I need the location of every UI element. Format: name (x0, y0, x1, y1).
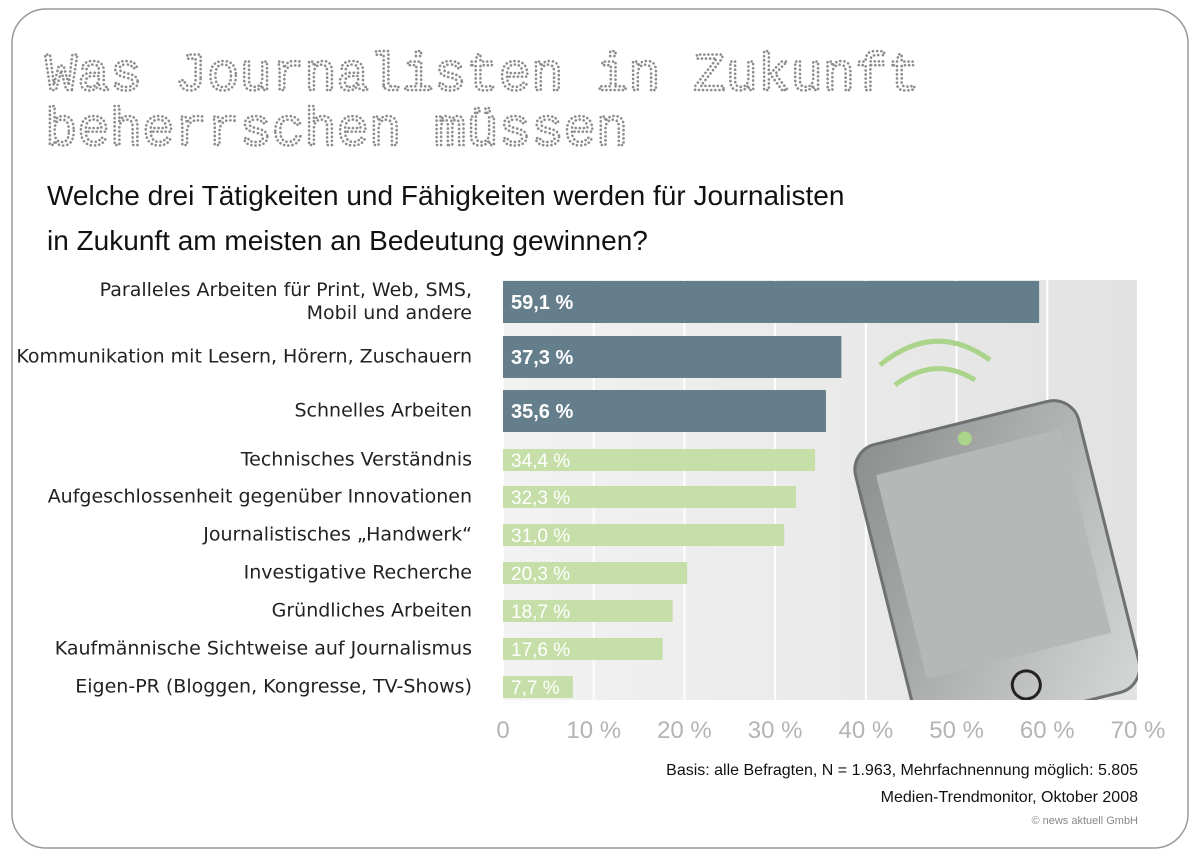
x-tick-label: 20 % (657, 717, 712, 744)
category-label: Journalistisches „Handwerk“ (203, 523, 472, 546)
note: Basis: alle Befragten, N = 1.963, Mehrfa… (666, 762, 1138, 779)
bar (503, 638, 663, 660)
bar (503, 524, 785, 546)
category-label: Paralleles Arbeiten für Print, Web, SMS,… (99, 279, 472, 324)
phone-illustration (853, 338, 1138, 700)
x-tick-label: 0 (496, 717, 509, 744)
bar (503, 486, 797, 508)
category-label: Kommunikation mit Lesern, Hörern, Zuscha… (16, 345, 472, 368)
note: Medien-Trendmonitor, Oktober 2008 (881, 789, 1138, 806)
value-label: 31,0 % (511, 526, 570, 547)
subtitle: Welche drei Tätigkeiten und Fähigkeiten … (47, 180, 844, 211)
chart-title: Was Journalisten in Zukunft (45, 46, 920, 107)
bar (503, 336, 842, 378)
x-tick-label: 70 % (1111, 717, 1166, 744)
category-label: Kaufmännische Sichtweise auf Journalismu… (54, 637, 472, 660)
value-label: 32,3 % (511, 488, 570, 509)
bar (503, 600, 673, 622)
chart-title: beherrschen müssen (45, 101, 628, 162)
value-label: 59,1 % (511, 292, 573, 314)
category-label: Eigen-PR (Bloggen, Kongresse, TV-Shows) (75, 675, 472, 698)
x-tick-label: 10 % (566, 717, 621, 744)
value-label: 34,4 % (511, 451, 570, 472)
subtitle: in Zukunft am meisten an Bedeutung gewin… (47, 225, 648, 256)
value-label: 17,6 % (511, 640, 570, 661)
value-label: 20,3 % (511, 564, 570, 585)
copyright: © news aktuell GmbH (1031, 815, 1138, 827)
bar (503, 449, 816, 471)
x-tick-label: 50 % (929, 717, 984, 744)
category-label: Investigative Recherche (243, 561, 472, 584)
bar (503, 390, 826, 432)
value-label: 18,7 % (511, 602, 570, 623)
category-label: Schnelles Arbeiten (294, 399, 473, 422)
bar (503, 676, 573, 698)
x-tick-label: 60 % (1020, 717, 1075, 744)
value-label: 37,3 % (511, 347, 573, 369)
category-label: Technisches Verständnis (240, 448, 472, 471)
category-label: Gründliches Arbeiten (271, 599, 472, 622)
bar (503, 281, 1040, 323)
x-tick-label: 40 % (839, 717, 894, 744)
x-tick-label: 30 % (748, 717, 803, 744)
value-label: 7,7 % (511, 678, 560, 699)
frame (11, 8, 1189, 849)
category-label: Aufgeschlossenheit gegenüber Innovatione… (47, 485, 472, 508)
value-label: 35,6 % (511, 401, 573, 423)
bar (503, 562, 688, 584)
